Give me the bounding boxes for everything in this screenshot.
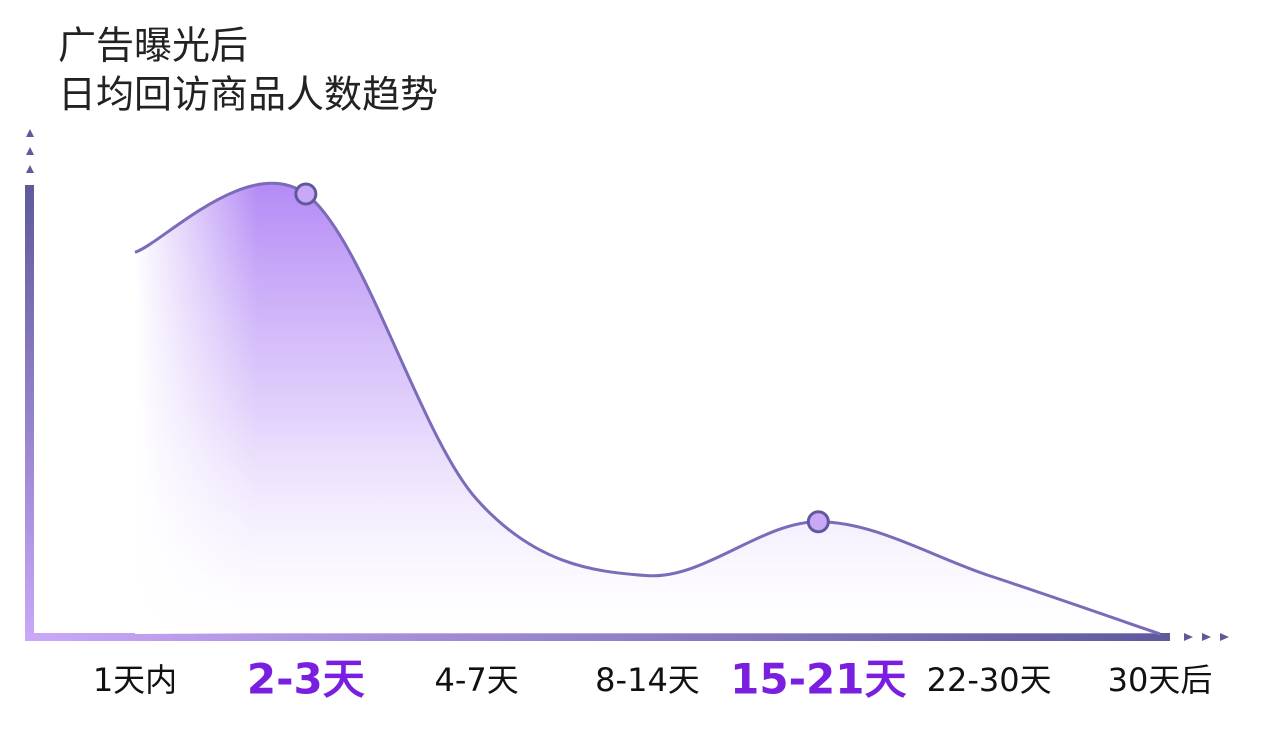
y-axis — [25, 185, 34, 640]
x-tick-label: 2-3天 — [247, 655, 365, 704]
x-tick-label: 4-7天 — [435, 661, 519, 699]
chart-subtitle: 日均回访商品人数趋势 — [58, 73, 438, 117]
x-axis-arrows — [1184, 633, 1229, 641]
highlight-marker — [294, 182, 318, 206]
x-tick-label: 22-30天 — [927, 661, 1052, 699]
x-tick-label: 15-21天 — [730, 655, 906, 704]
x-tick-label: 8-14天 — [595, 661, 700, 699]
chart-title: 广告曝光后 — [58, 24, 248, 68]
x-tick-label: 30天后 — [1108, 661, 1213, 699]
area-fade — [135, 183, 1160, 634]
x-tick-label: 1天内 — [93, 661, 177, 699]
y-axis-arrows — [26, 129, 34, 173]
x-axis — [25, 633, 1170, 641]
highlight-marker — [806, 510, 830, 534]
